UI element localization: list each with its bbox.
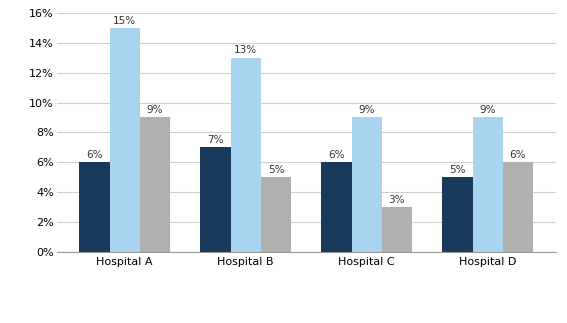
Bar [321, 162, 352, 252]
Text: 9%: 9% [147, 105, 163, 115]
Bar [109, 28, 140, 252]
Bar [231, 58, 261, 252]
Text: 5%: 5% [268, 165, 284, 175]
Text: 15%: 15% [113, 16, 136, 26]
Bar [200, 147, 231, 252]
Bar [382, 207, 412, 252]
Text: 3%: 3% [388, 195, 405, 205]
Text: 6%: 6% [86, 150, 103, 160]
Text: 9%: 9% [479, 105, 496, 115]
Bar [352, 118, 382, 252]
Text: 6%: 6% [510, 150, 526, 160]
Text: 13%: 13% [234, 46, 257, 56]
Text: 7%: 7% [207, 135, 224, 145]
Text: 6%: 6% [328, 150, 345, 160]
Text: 9%: 9% [358, 105, 375, 115]
Bar [442, 177, 472, 252]
Bar [140, 118, 170, 252]
Bar [472, 118, 503, 252]
Text: 5%: 5% [449, 165, 466, 175]
Bar [261, 177, 291, 252]
Bar [503, 162, 533, 252]
Bar [79, 162, 109, 252]
